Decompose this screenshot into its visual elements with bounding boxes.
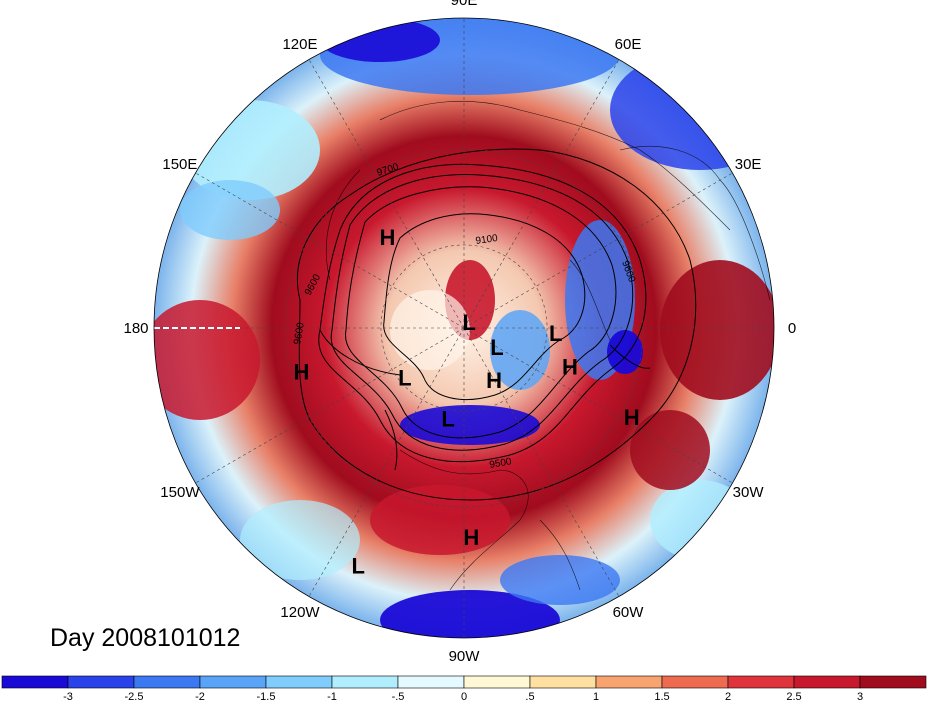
longitude-label: 60E	[615, 36, 642, 53]
low-pressure-label: L	[398, 366, 411, 391]
colorbar-tick-label: .5	[525, 691, 534, 702]
longitude-label: 150E	[162, 156, 197, 173]
colorbar-tick-label: 2.5	[786, 691, 801, 702]
meridian-line	[308, 327, 465, 597]
meridian-line	[195, 172, 465, 329]
colorbar-swatch	[727, 675, 795, 689]
meridian-line	[463, 327, 620, 597]
low-pressure-label: L	[549, 321, 562, 346]
graticule	[154, 18, 774, 638]
low-pressure-label: L	[462, 310, 475, 335]
longitude-label: 150W	[160, 484, 200, 501]
contour-label: 9100	[475, 233, 499, 247]
colorbar-tick-label: 1.5	[654, 691, 669, 702]
colorbar-swatch	[331, 675, 399, 689]
low-pressure-label: L	[490, 335, 503, 360]
colorbar-tick-label: -.5	[392, 691, 405, 702]
longitude-label: 120E	[282, 36, 317, 53]
colorbar-swatch	[661, 675, 729, 689]
colorbar-swatch	[265, 675, 333, 689]
meridian-line	[463, 327, 733, 484]
longitude-label: 0	[788, 320, 796, 337]
longitude-label: 30E	[735, 156, 762, 173]
colorbar-tick-label: -2	[195, 691, 205, 702]
high-pressure-label: H	[380, 225, 396, 250]
longitude-label: 90W	[449, 648, 481, 665]
high-pressure-label: H	[293, 360, 309, 385]
contour-label: 9600	[292, 321, 307, 345]
colorbar-tick-label: 1	[593, 691, 599, 702]
colorbar-swatch	[859, 675, 927, 689]
colorbar-swatch	[199, 675, 267, 689]
colorbar-swatch	[463, 675, 531, 689]
colorbar-swatch	[397, 675, 465, 689]
colorbar-tick-label: -1	[327, 691, 337, 702]
colorbar-swatch	[793, 675, 861, 689]
longitude-label: 60W	[613, 604, 645, 621]
colorbar-tick-label: 2	[725, 691, 731, 702]
low-pressure-label: L	[351, 554, 364, 579]
longitude-label: 90E	[451, 0, 478, 9]
longitude-labels: 90E 60E 30E 0 30W 60W 90W 120W 150W 180 150E 120E	[123, 0, 796, 665]
colorbar-swatch	[67, 675, 135, 689]
low-pressure-label: L	[441, 406, 454, 431]
meridian-line	[195, 327, 465, 484]
longitude-label: 180	[123, 320, 148, 337]
map-boundary	[153, 17, 775, 639]
colorbar-tick-label: -1.5	[257, 691, 276, 702]
parallel-line	[380, 244, 548, 412]
high-pressure-label: H	[486, 368, 502, 393]
colorbar-tick-label: 0	[461, 691, 467, 702]
high-pressure-label: H	[463, 525, 479, 550]
colorbar-tick-label: 3	[857, 691, 863, 702]
meridian-line	[308, 59, 465, 329]
high-pressure-label: H	[562, 355, 578, 380]
day-label: Day 2008101012	[50, 624, 240, 652]
meridian-line	[463, 172, 733, 329]
parallel-line	[284, 148, 644, 508]
high-pressure-label: H	[624, 405, 640, 430]
meridian-line	[463, 59, 620, 329]
colorbar-swatch	[1, 675, 69, 689]
colorbar-swatch	[133, 675, 201, 689]
colorbar: -3 -2.5 -2 -1.5 -1 -.5 0 .5 1 1.5 2 2.5 3	[1, 675, 927, 702]
longitude-label: 120W	[280, 604, 320, 621]
contour-label: 9500	[489, 456, 513, 471]
colorbar-swatch	[595, 675, 663, 689]
colorbar-swatch	[529, 675, 597, 689]
colorbar-tick-label: -2.5	[125, 691, 144, 702]
colorbar-tick-label: -3	[63, 691, 73, 702]
longitude-label: 30W	[733, 484, 765, 501]
height-contours	[296, 148, 697, 501]
